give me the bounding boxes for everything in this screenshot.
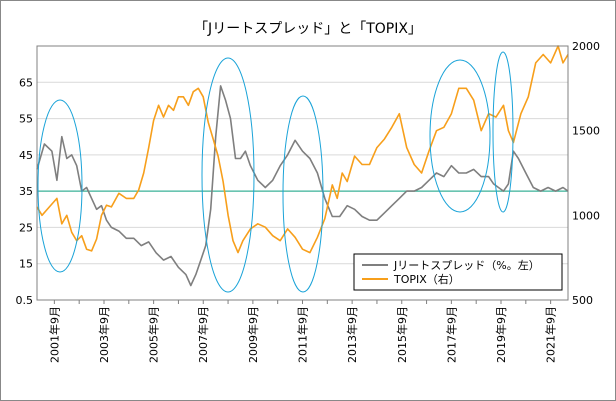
x-tick-label: 2021年9月: [544, 306, 558, 363]
x-tick-label: 2017年9月: [444, 306, 458, 363]
y-right-tick-label: 1500: [572, 125, 600, 138]
legend: Jリートスプレッド（%。左）TOPIX（右）: [353, 253, 563, 291]
y-right-tick-label: 500: [572, 294, 593, 307]
axes: 0.5 15 25 35 45 55 65 500 1000 1500 2000 2001年9月 200…: [16, 40, 601, 363]
y-left-tick-label: 25: [19, 221, 33, 234]
highlight-ellipse: [429, 59, 491, 213]
highlight-ellipses: [37, 51, 514, 293]
x-tick-label: 2011年9月: [296, 306, 310, 363]
legend-label: Jリートスプレッド（%。左）: [393, 259, 540, 272]
series-lines: [36, 45, 569, 287]
x-tick-label: 2015年9月: [395, 306, 409, 363]
x-tick-label: 2009年9月: [246, 306, 260, 363]
y-right-tick-label: 2000: [572, 40, 600, 53]
highlight-ellipse: [37, 99, 83, 273]
x-tick-label: 2019年9月: [494, 306, 508, 363]
chart-title: 「Jリートスプレッド」と「TOPIX」: [194, 21, 422, 37]
y-right-tick-label: 1000: [572, 209, 600, 222]
series-line-topix: [36, 45, 569, 254]
highlight-ellipse: [492, 51, 514, 213]
y-left-tick-label: 65: [19, 76, 33, 89]
y-left-tick-label: 35: [19, 185, 33, 198]
x-tick-label: 2001年9月: [47, 306, 61, 363]
y-left-tick-label: 0.5: [16, 294, 34, 307]
legend-label: TOPIX（右）: [393, 272, 460, 286]
legend-box: [353, 253, 563, 291]
highlight-ellipse: [201, 57, 255, 293]
x-tick-label: 2007年9月: [196, 306, 210, 363]
highlight-ellipse: [282, 95, 324, 293]
x-tick-label: 2013年9月: [345, 306, 359, 363]
y-left-tick-label: 15: [19, 258, 33, 271]
x-tick-label: 2005年9月: [147, 306, 161, 363]
y-left-tick-label: 55: [19, 113, 33, 126]
series-line-jreit-spread: [36, 85, 569, 287]
x-tick-label: 2003年9月: [97, 306, 111, 363]
y-left-tick-label: 45: [19, 149, 33, 162]
